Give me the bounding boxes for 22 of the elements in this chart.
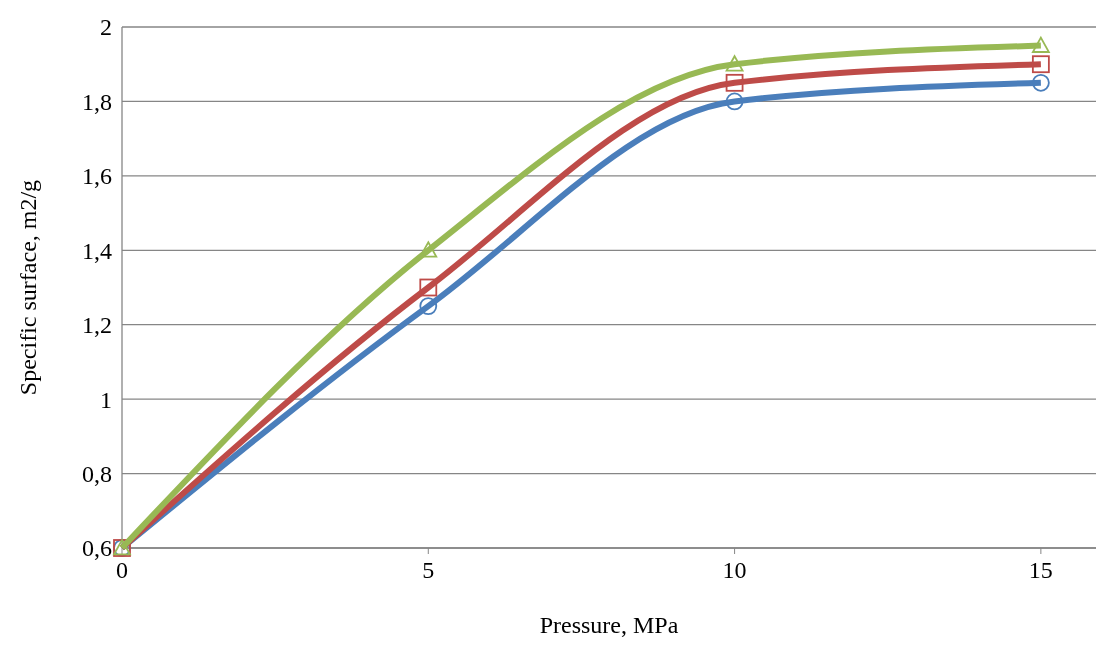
y-tick-label: 1,8: [82, 88, 112, 115]
point: [1031, 36, 1050, 53]
x-tick-label: 10: [722, 557, 747, 583]
y-tick-label: 0,6: [82, 535, 112, 562]
point: [419, 297, 438, 316]
y-tick-label: 0,8: [82, 460, 112, 487]
point: [1031, 55, 1050, 74]
x-axis-title: Pressure, MPa: [539, 612, 679, 638]
x-tick-label: 0: [116, 557, 128, 583]
y-tick-label: 1,6: [82, 163, 112, 190]
y-tick-label: 1,4: [82, 237, 112, 264]
point: [725, 55, 744, 72]
y-tick-label: 2: [100, 14, 112, 41]
point: [725, 92, 744, 111]
x-tick-label: 5: [422, 557, 435, 583]
y-tick-label: 1,2: [82, 312, 112, 339]
y-axis-title: Specific surface, m2/g: [15, 179, 41, 396]
point: [1031, 73, 1050, 92]
y-tick-label: 1: [100, 386, 112, 413]
point: [419, 278, 438, 297]
x-tick-label: 15: [1028, 557, 1053, 583]
point: [725, 73, 744, 92]
